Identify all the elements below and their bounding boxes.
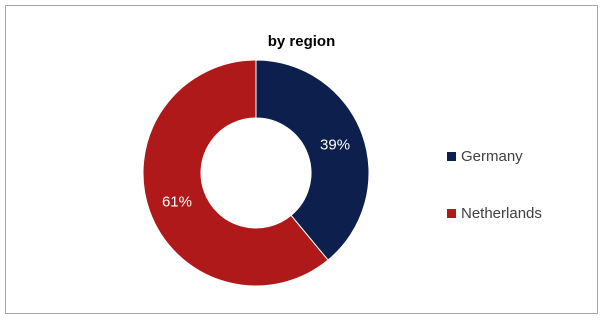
legend-label-germany: Germany: [461, 147, 523, 165]
legend-item-germany[interactable]: Germany: [447, 146, 542, 166]
slice-label-netherlands: 61%: [162, 193, 192, 210]
legend-item-netherlands[interactable]: Netherlands: [447, 203, 542, 223]
donut-chart: 39% 61%: [142, 59, 370, 287]
legend-swatch-netherlands: [447, 208, 456, 218]
legend: Germany Netherlands: [447, 146, 542, 260]
legend-label-netherlands: Netherlands: [461, 204, 542, 222]
legend-swatch-germany: [447, 151, 456, 161]
slice-netherlands[interactable]: [142, 59, 329, 287]
chart-frame: by region 39% 61% Germany Netherlands: [5, 5, 598, 314]
chart-title: by region: [267, 33, 336, 50]
slice-label-germany: 39%: [320, 137, 350, 154]
slice-germany[interactable]: [255, 59, 370, 261]
